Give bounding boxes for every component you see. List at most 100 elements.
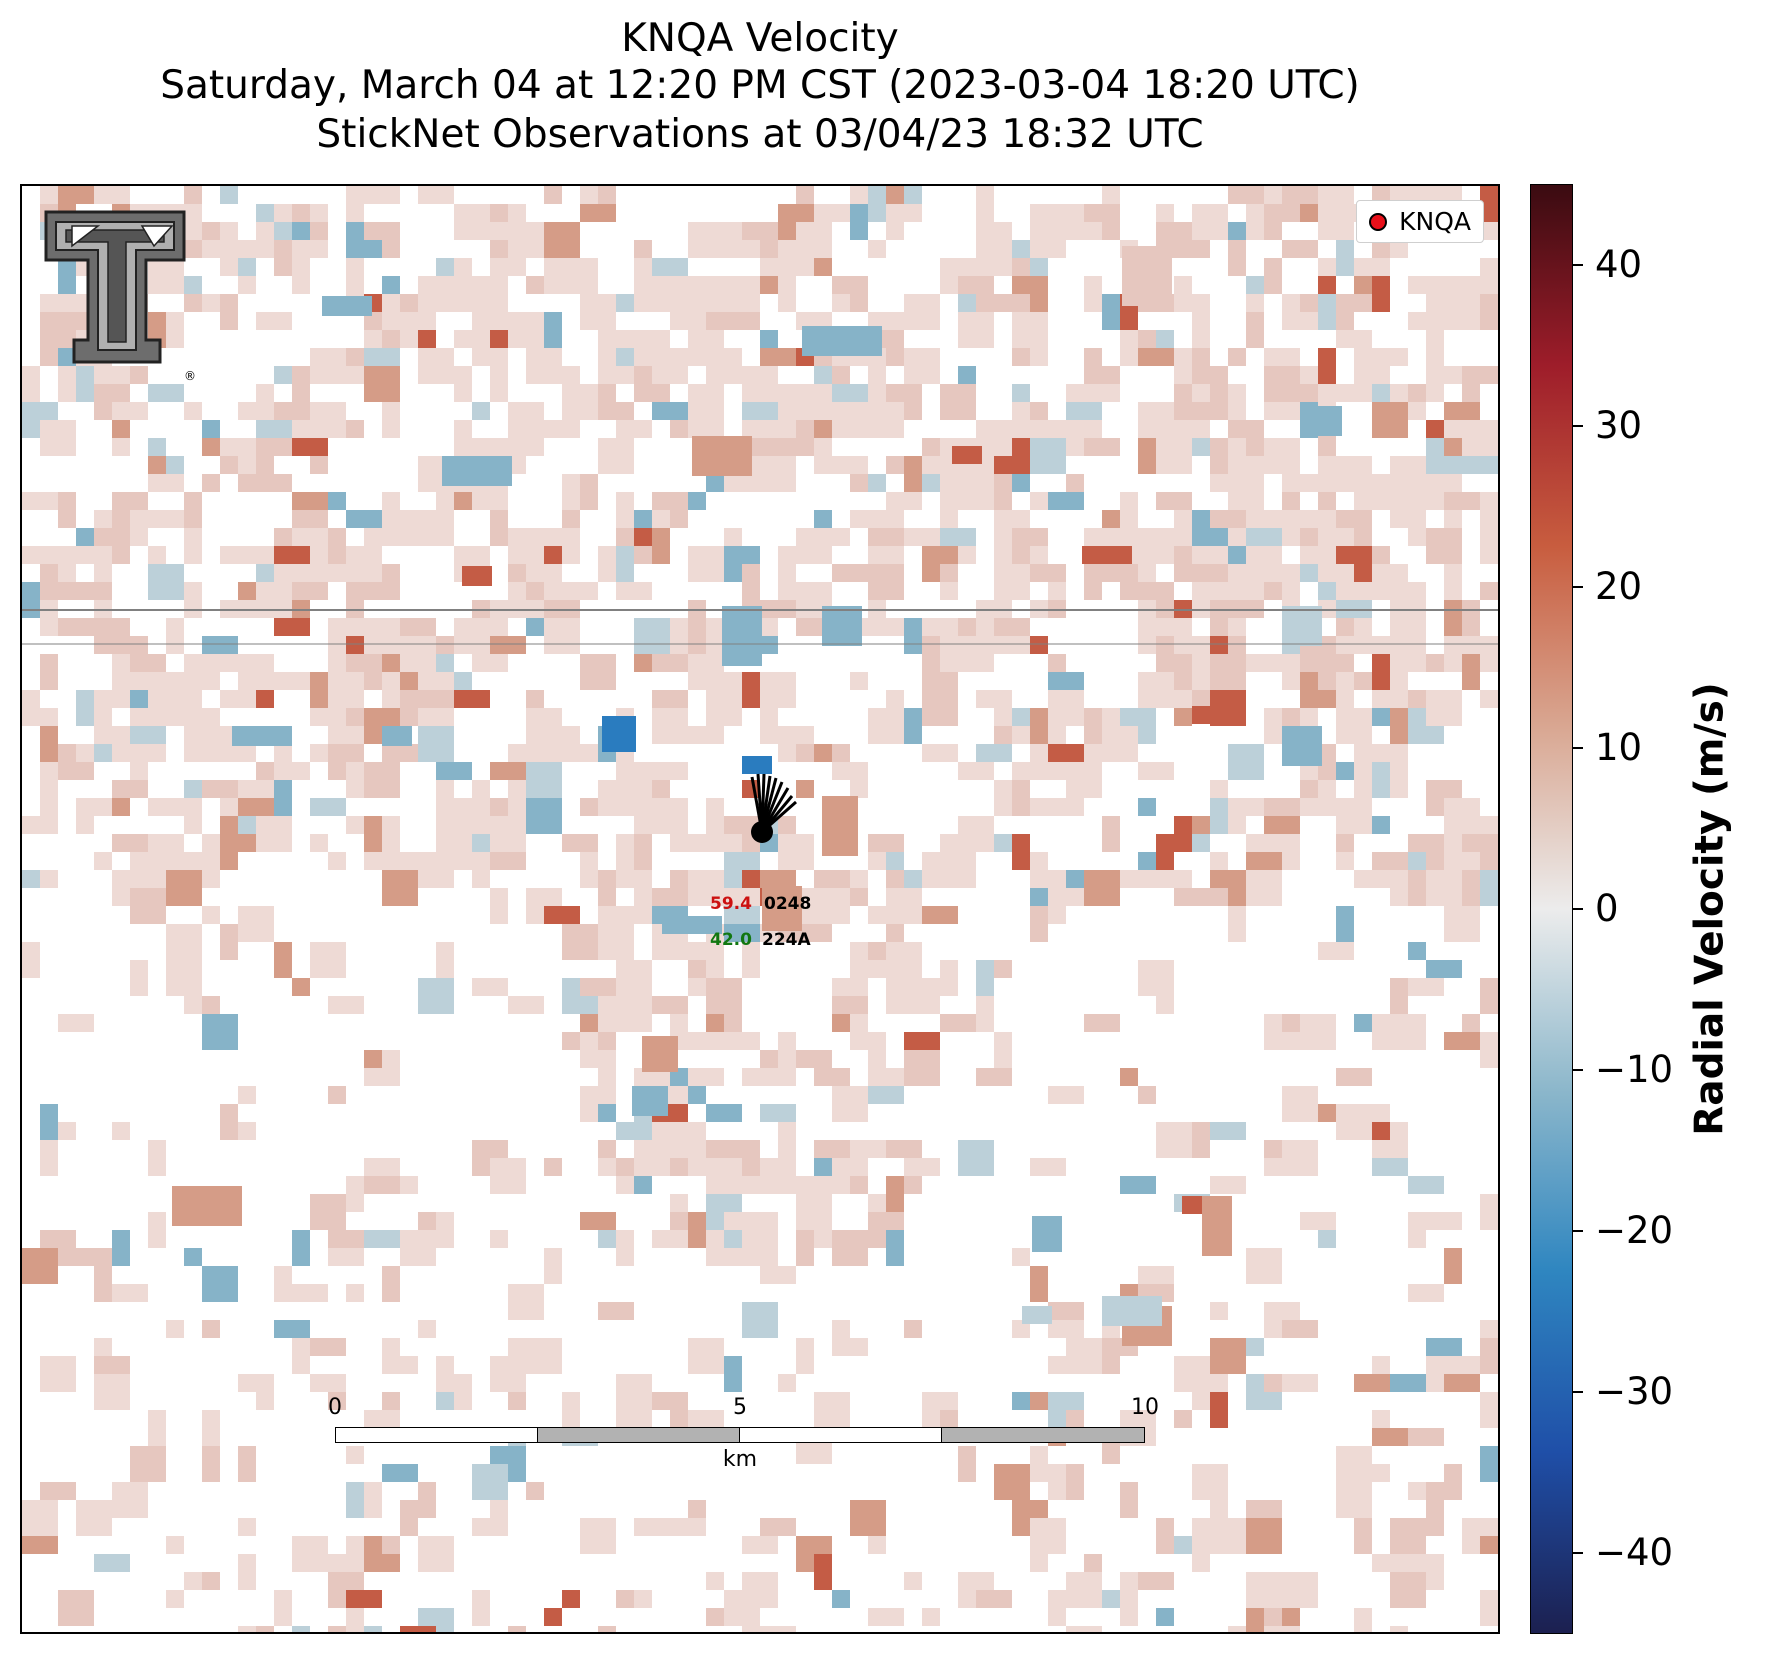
velocity-gate [652, 690, 688, 708]
velocity-gate [832, 1014, 850, 1032]
velocity-gate [1480, 978, 1498, 1014]
velocity-gate [472, 978, 508, 996]
velocity-gate [310, 1194, 346, 1230]
velocity-gate [94, 1338, 112, 1356]
velocity-gate [202, 906, 220, 924]
velocity-gate [292, 1626, 310, 1632]
velocity-gate [202, 1572, 220, 1590]
velocity-gate [652, 492, 688, 510]
velocity-gate [166, 1320, 184, 1338]
velocity-gate [922, 690, 958, 726]
velocity-feature [822, 606, 862, 646]
velocity-gate [166, 618, 184, 654]
velocity-gate [886, 312, 922, 330]
velocity-gate [1354, 276, 1372, 294]
velocity-gate [1030, 1266, 1048, 1284]
colorbar-tick-mark [1573, 424, 1583, 427]
velocity-gate [742, 402, 778, 420]
velocity-gate [688, 1500, 706, 1518]
velocity-gate [760, 384, 796, 402]
velocity-gate [562, 1392, 580, 1428]
velocity-gate [238, 474, 274, 492]
velocity-feature [232, 726, 292, 746]
velocity-gate [1084, 438, 1120, 456]
velocity-gate [1120, 1176, 1156, 1194]
velocity-gate [1318, 780, 1336, 798]
velocity-gate [634, 906, 652, 924]
velocity-gate [1192, 510, 1210, 528]
velocity-gate [1084, 1554, 1102, 1572]
velocity-gate [904, 1320, 922, 1338]
velocity-gate [184, 708, 220, 726]
velocity-gate [418, 636, 436, 672]
velocity-gate [526, 1482, 544, 1500]
velocity-gate [1390, 618, 1426, 654]
velocity-gate [940, 960, 958, 996]
velocity-gate [94, 384, 112, 420]
velocity-gate [40, 654, 58, 690]
velocity-gate [256, 816, 292, 852]
velocity-gate [1138, 348, 1174, 366]
station-id-bottom: 224A [762, 930, 811, 950]
velocity-gate [1318, 312, 1336, 330]
velocity-gate [310, 834, 328, 852]
velocity-gate [1264, 258, 1282, 294]
scale-segment-1 [335, 1427, 538, 1443]
velocity-gate [796, 312, 832, 330]
velocity-gate [508, 816, 526, 852]
velocity-gate [904, 1158, 940, 1176]
velocity-gate [1210, 1392, 1228, 1428]
velocity-gate [58, 1122, 76, 1140]
velocity-gate [778, 546, 796, 564]
velocity-gate [1426, 528, 1462, 564]
colorbar-tick-mark [1573, 585, 1583, 588]
velocity-gate [832, 1338, 868, 1356]
velocity-gate [670, 420, 688, 438]
velocity-gate [1048, 492, 1084, 510]
velocity-gate [1390, 582, 1426, 618]
velocity-gate [706, 798, 724, 834]
velocity-gate [1192, 888, 1228, 906]
velocity-gate [1480, 420, 1498, 438]
velocity-gate [598, 1302, 634, 1320]
velocity-gate [166, 312, 184, 348]
velocity-gate [202, 1266, 238, 1302]
velocity-gate [1048, 744, 1084, 762]
velocity-gate [220, 924, 238, 960]
velocity-gate [1480, 528, 1498, 546]
velocity-gate [328, 1248, 364, 1266]
velocity-feature [742, 756, 772, 774]
velocity-gate [364, 528, 382, 546]
velocity-gate [418, 1212, 436, 1230]
velocity-feature [1282, 606, 1322, 646]
velocity-gate [1120, 1482, 1138, 1518]
velocity-gate [976, 960, 994, 996]
velocity-feature [1192, 706, 1222, 724]
velocity-gate [184, 402, 202, 420]
velocity-gate [634, 240, 652, 258]
velocity-gate [1480, 1320, 1498, 1338]
velocity-gate [562, 1590, 580, 1608]
velocity-gate [724, 240, 742, 258]
velocity-gate [634, 1140, 652, 1158]
velocity-gate [526, 762, 562, 798]
velocity-gate [1282, 654, 1300, 672]
velocity-gate [1156, 870, 1192, 888]
texas-tech-double-t-logo: ® [42, 206, 196, 400]
velocity-gate [742, 960, 760, 978]
velocity-gate [760, 1626, 796, 1632]
velocity-gate [1174, 564, 1192, 582]
velocity-gate [778, 1374, 796, 1392]
velocity-feature [1082, 546, 1132, 564]
velocity-gate [634, 816, 670, 834]
colorbar-tick-label: −30 [1595, 1370, 1674, 1414]
velocity-feature [462, 566, 492, 586]
velocity-gate [868, 708, 904, 744]
velocity-gate [940, 1410, 958, 1428]
velocity-gate [1336, 330, 1372, 348]
velocity-gate [1102, 816, 1120, 852]
velocity-feature [1202, 1196, 1232, 1256]
velocity-gate [346, 762, 364, 798]
velocity-gate [436, 1212, 454, 1248]
velocity-gate [616, 294, 634, 312]
